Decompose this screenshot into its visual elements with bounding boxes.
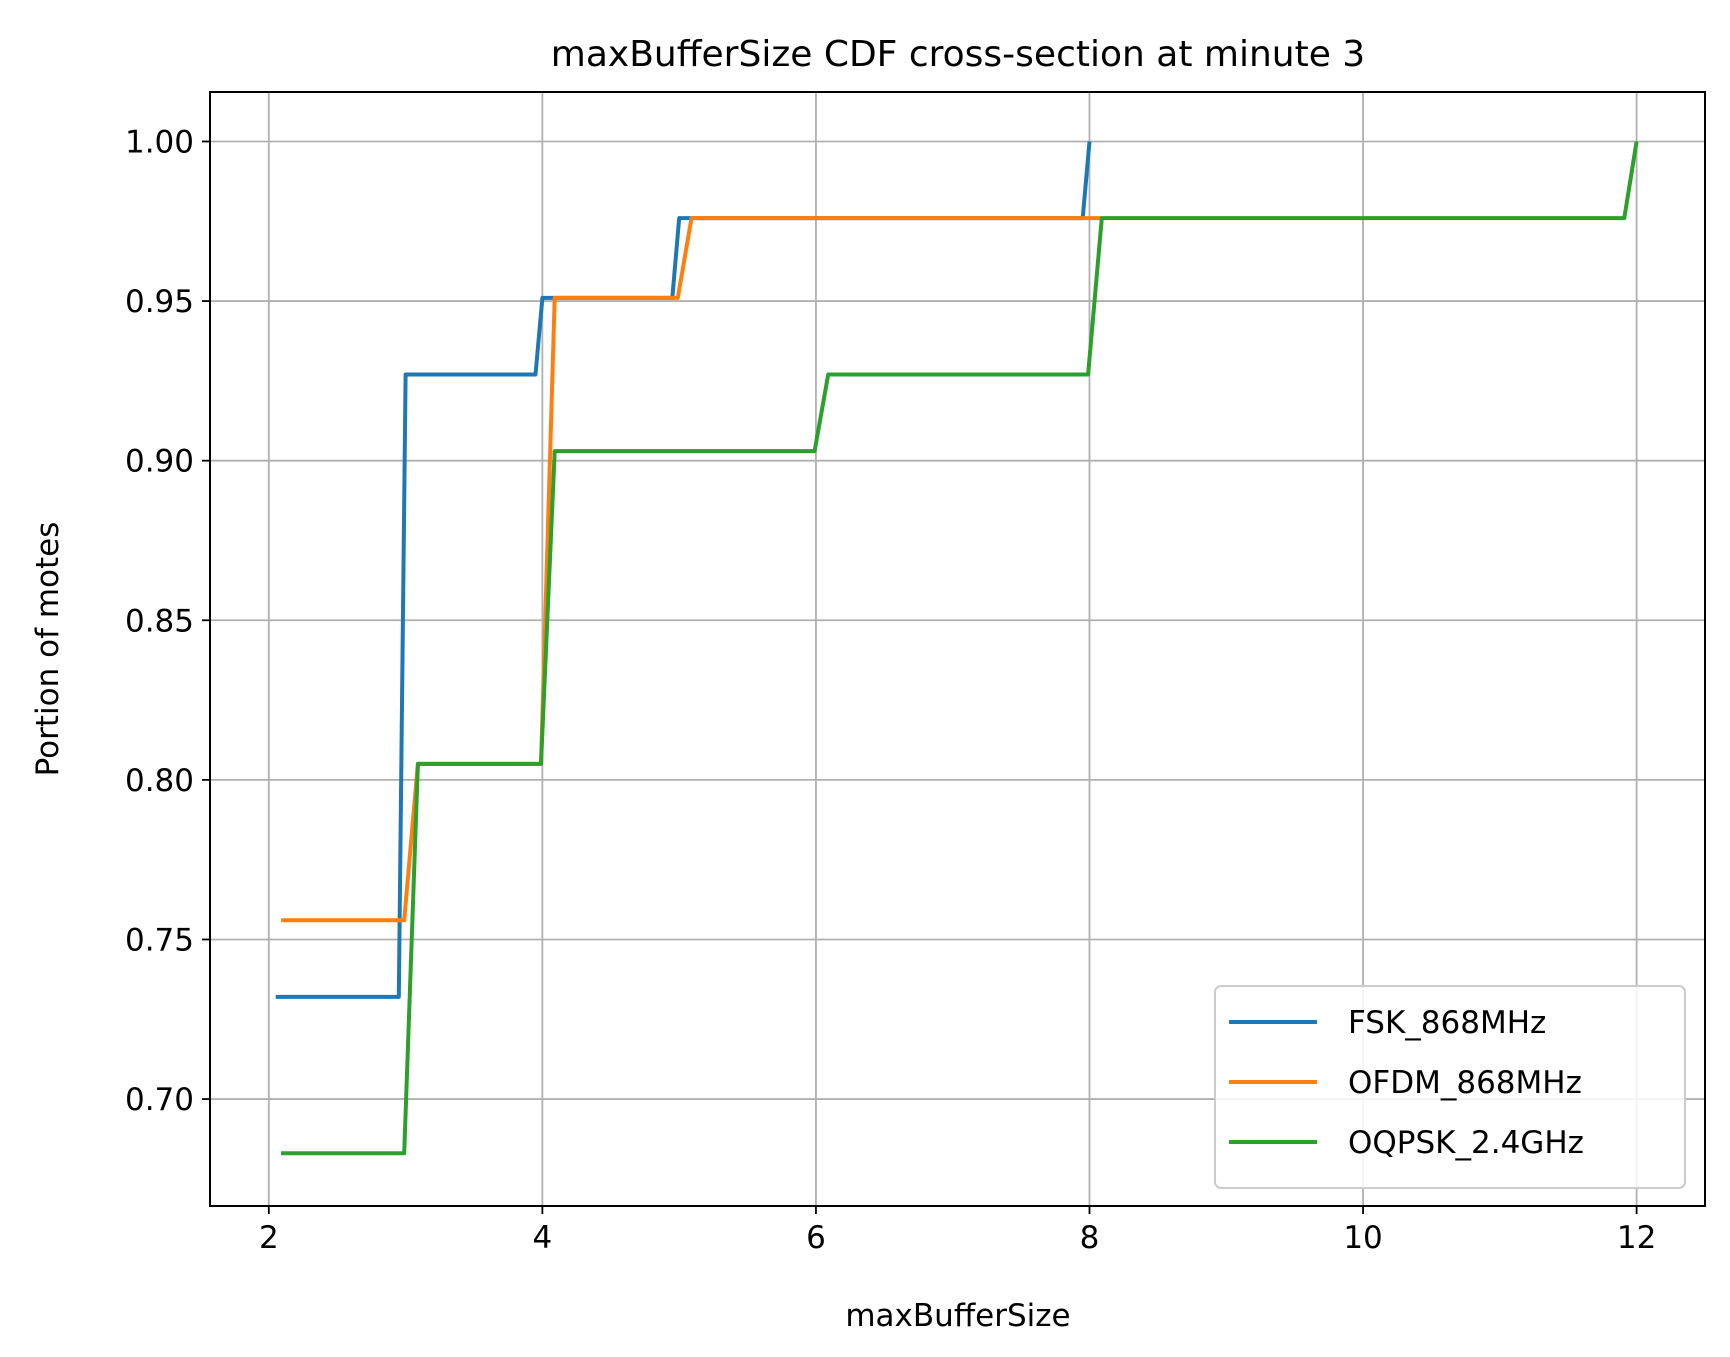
legend-label: FSK_868MHz	[1348, 1005, 1546, 1041]
legend-label: OQPSK_2.4GHz	[1348, 1125, 1584, 1161]
legend: FSK_868MHz OFDM_868MHz OQPSK_2.4GHz	[1214, 985, 1686, 1189]
x-tick-label: 2	[259, 1220, 279, 1256]
series-line-oqpsk-2-4ghz	[281, 141, 1639, 1156]
y-tick-label: 0.95	[125, 284, 194, 320]
grid	[210, 92, 1705, 1206]
legend-label: OFDM_868MHz	[1348, 1065, 1582, 1101]
y-tick-label: 0.80	[125, 763, 194, 799]
y-tick-label: 0.70	[125, 1082, 194, 1118]
x-tick-label: 10	[1343, 1220, 1382, 1256]
chart-title: maxBufferSize CDF cross-section at minut…	[551, 34, 1365, 75]
x-tick-label: 8	[1080, 1220, 1100, 1256]
series-layer	[275, 141, 1639, 1156]
x-tick-label: 6	[806, 1220, 826, 1256]
ticks: 2 4 6 8 10 12 0.70 0.75 0.80 0.85 0.90 0.95 1.00	[125, 124, 1656, 1256]
y-tick-label: 1.00	[125, 124, 194, 160]
plot-frame	[209, 91, 1706, 1207]
y-axis-label: Portion of motes	[30, 522, 66, 777]
x-tick-label: 4	[533, 1220, 553, 1256]
x-axis-label: maxBufferSize	[845, 1298, 1070, 1334]
y-tick-label: 0.90	[125, 444, 194, 480]
y-tick-label: 0.75	[125, 922, 194, 958]
series-line-ofdm-868mhz	[281, 216, 1102, 923]
x-tick-label: 12	[1617, 1220, 1656, 1256]
y-tick-label: 0.85	[125, 603, 194, 639]
legend-box	[1214, 985, 1686, 1189]
